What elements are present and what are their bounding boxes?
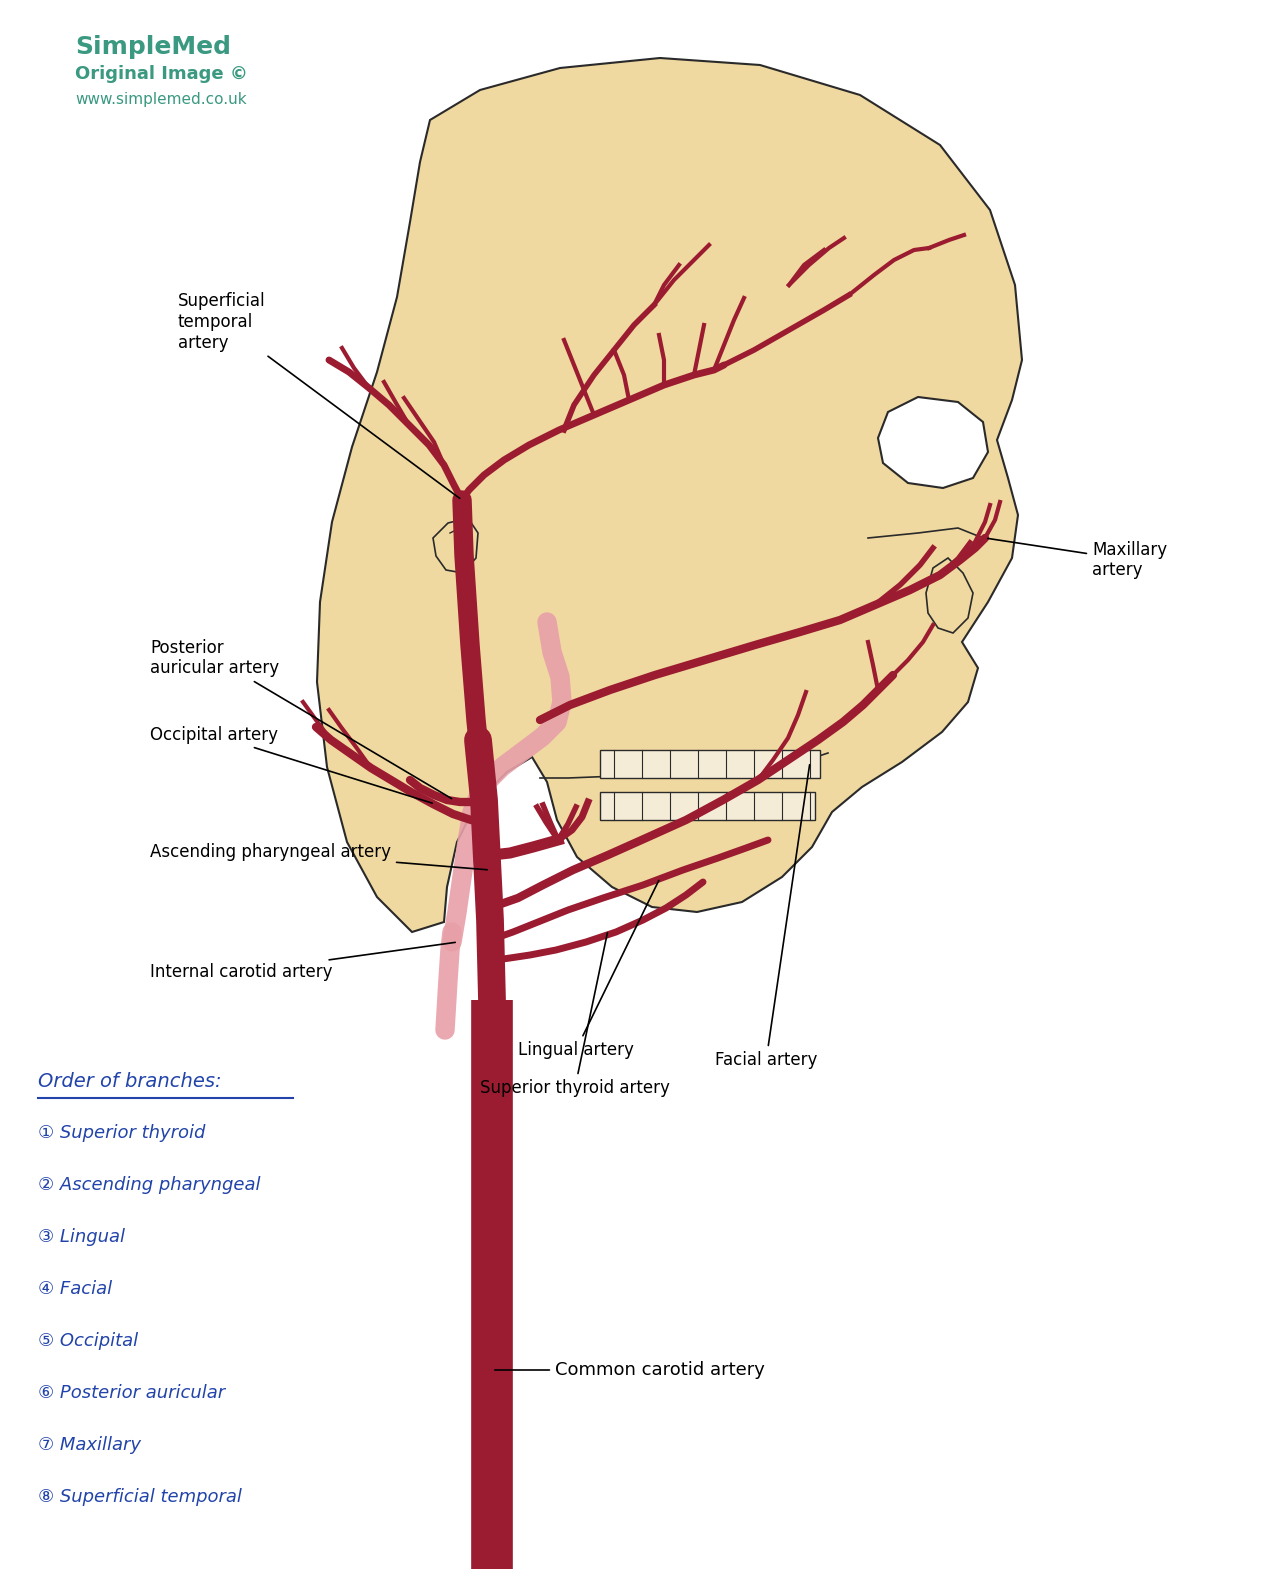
Polygon shape [600, 750, 820, 778]
Text: Facial artery: Facial artery [715, 764, 818, 1068]
Text: Superficial
temporal
artery: Superficial temporal artery [178, 292, 460, 499]
Text: Occipital artery: Occipital artery [149, 726, 433, 803]
Text: Lingual artery: Lingual artery [518, 880, 658, 1059]
Text: ③ Lingual: ③ Lingual [39, 1229, 125, 1246]
Text: ⑧ Superficial temporal: ⑧ Superficial temporal [39, 1487, 242, 1506]
Polygon shape [926, 559, 972, 632]
Text: www.simplemed.co.uk: www.simplemed.co.uk [75, 93, 246, 107]
Text: Posterior
auricular artery: Posterior auricular artery [149, 639, 452, 799]
Text: ⑥ Posterior auricular: ⑥ Posterior auricular [39, 1384, 225, 1403]
Text: ② Ascending pharyngeal: ② Ascending pharyngeal [39, 1177, 260, 1194]
Text: ⑤ Occipital: ⑤ Occipital [39, 1332, 138, 1349]
Polygon shape [433, 518, 478, 573]
Text: Ascending pharyngeal artery: Ascending pharyngeal artery [149, 843, 487, 869]
Text: Superior thyroid artery: Superior thyroid artery [480, 932, 670, 1097]
Text: ④ Facial: ④ Facial [39, 1280, 112, 1298]
Text: Internal carotid artery: Internal carotid artery [149, 943, 455, 981]
Text: ⑦ Maxillary: ⑦ Maxillary [39, 1436, 140, 1454]
Text: Order of branches:: Order of branches: [39, 1072, 222, 1090]
Text: Common carotid artery: Common carotid artery [495, 1360, 765, 1379]
Polygon shape [600, 792, 815, 821]
Polygon shape [878, 397, 988, 488]
Text: Maxillary
artery: Maxillary artery [988, 538, 1167, 579]
Polygon shape [317, 58, 1021, 932]
Text: SimpleMed: SimpleMed [75, 35, 231, 60]
Text: ① Superior thyroid: ① Superior thyroid [39, 1123, 205, 1142]
Text: Original Image ©: Original Image © [75, 64, 247, 83]
